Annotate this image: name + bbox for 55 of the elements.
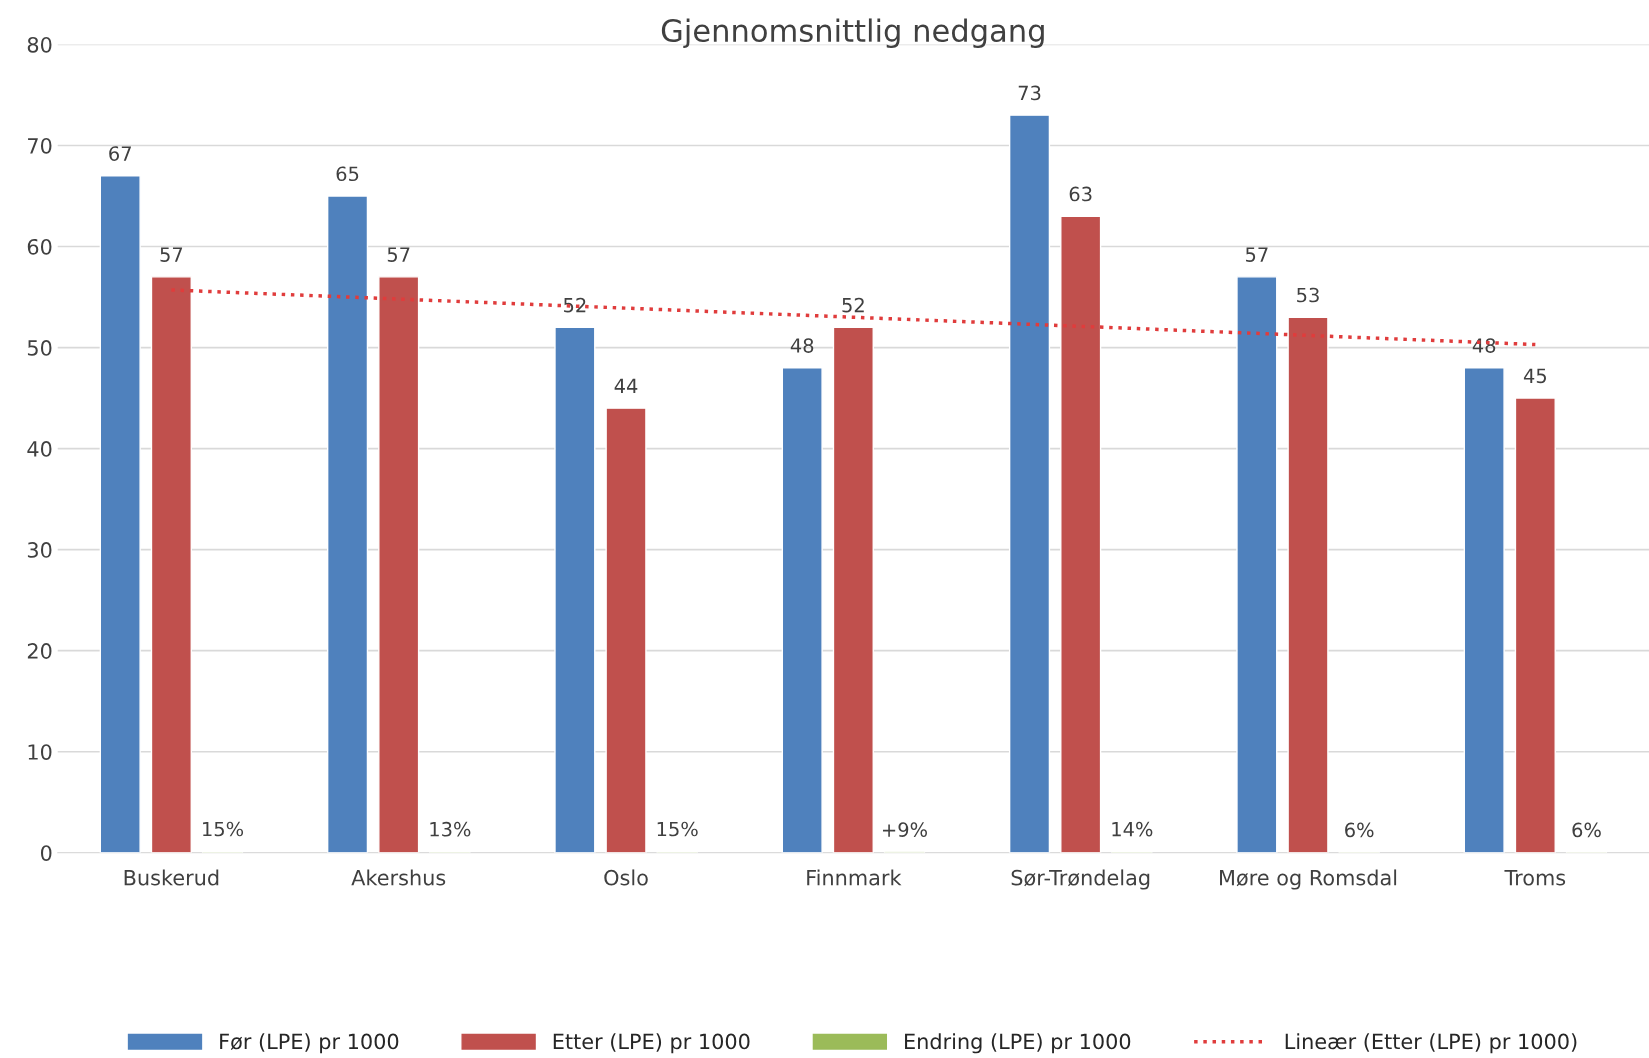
bar — [832, 326, 874, 853]
x-tick-label: Møre og Romsdal — [1220, 869, 1397, 890]
bar — [1060, 215, 1102, 853]
y-tick-label: 80 — [27, 36, 52, 53]
data-label: 13% — [430, 821, 471, 837]
y-tick-label: 50 — [27, 340, 52, 356]
data-label: 6% — [1345, 822, 1374, 838]
bar — [781, 367, 823, 853]
x-tick-label: Buskerud — [124, 869, 219, 886]
y-tick-label: 20 — [27, 643, 52, 659]
data-label: 57 — [1245, 247, 1268, 262]
chart-title: Gjennomsnittlig nedgang — [661, 18, 1044, 49]
data-label: 52 — [564, 297, 586, 313]
y-tick-label: 30 — [27, 542, 52, 558]
x-tick-label: Finnmark — [807, 869, 902, 886]
data-label: 15% — [657, 821, 698, 837]
bar — [1008, 114, 1051, 853]
data-label: 53 — [1297, 287, 1319, 303]
data-label: 52 — [842, 297, 864, 313]
data-label: 65 — [336, 166, 359, 182]
bar — [378, 276, 420, 853]
x-tick-label: Troms — [1504, 870, 1566, 886]
data-label: 48 — [790, 338, 814, 353]
legend-label: Før (LPE) pr 1000 — [220, 1033, 399, 1054]
data-label: 6% — [1572, 822, 1601, 838]
y-tick-label: 40 — [27, 441, 52, 457]
y-tick-label: 10 — [28, 744, 52, 760]
bar — [1287, 316, 1329, 853]
legend-label: Lineær (Etter (LPE) pr 1000) — [1285, 1033, 1577, 1054]
legend-label: Endring (LPE) pr 1000 — [905, 1033, 1131, 1054]
y-tick-label: 70 — [28, 137, 52, 154]
bar — [554, 326, 596, 853]
y-tick-label: 0 — [40, 845, 52, 861]
x-tick-label: Akershus — [351, 869, 446, 886]
data-label: 63 — [1069, 186, 1092, 202]
bar — [605, 407, 647, 853]
x-tick-label: Oslo — [604, 869, 648, 886]
bar — [326, 195, 369, 853]
data-label: 15% — [203, 821, 244, 837]
bar — [1236, 276, 1278, 853]
bar — [99, 175, 141, 853]
x-tick-label: Sør-Trøndelag — [1011, 869, 1150, 890]
bar — [1514, 397, 1556, 853]
bar — [1463, 367, 1505, 853]
bar — [150, 276, 192, 853]
data-label: 14% — [1112, 821, 1153, 837]
data-label: 67 — [109, 146, 131, 161]
data-label: 73 — [1018, 85, 1041, 101]
data-label: 44 — [614, 378, 638, 394]
data-label: +9% — [883, 822, 927, 837]
data-label: 45 — [1523, 368, 1547, 384]
data-label: 57 — [387, 247, 410, 262]
y-tick-label: 60 — [27, 238, 52, 255]
legend-label: Etter (LPE) pr 1000 — [553, 1033, 750, 1054]
data-label: 57 — [160, 247, 183, 262]
